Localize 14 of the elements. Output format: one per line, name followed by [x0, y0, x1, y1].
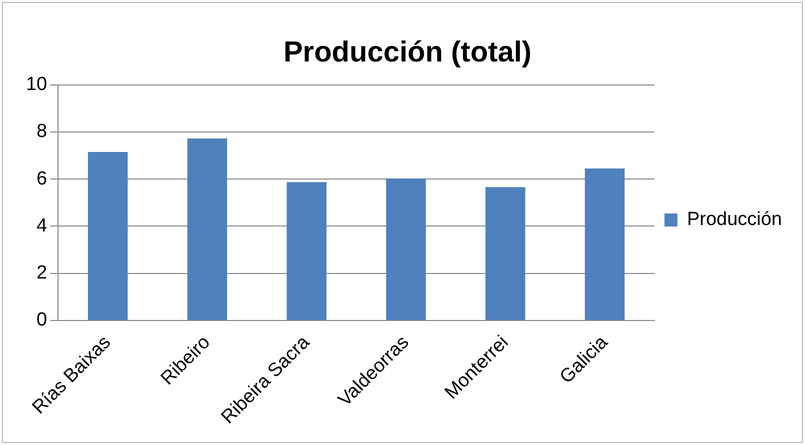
bar	[584, 168, 625, 320]
bar	[485, 187, 526, 320]
bar	[88, 152, 128, 320]
y-tick-label: 10	[26, 74, 48, 96]
y-tick-label: 4	[36, 215, 48, 236]
y-tick-label: 0	[36, 310, 48, 331]
y-tick-label: 2	[36, 262, 48, 284]
bar	[187, 138, 228, 320]
bar	[286, 182, 326, 320]
y-tick-label: 8	[36, 121, 48, 142]
y-tick-label: 6	[36, 168, 48, 190]
bar	[386, 178, 426, 320]
chart-title: Producción (total)	[283, 36, 532, 68]
legend-label: Producción	[686, 209, 782, 230]
